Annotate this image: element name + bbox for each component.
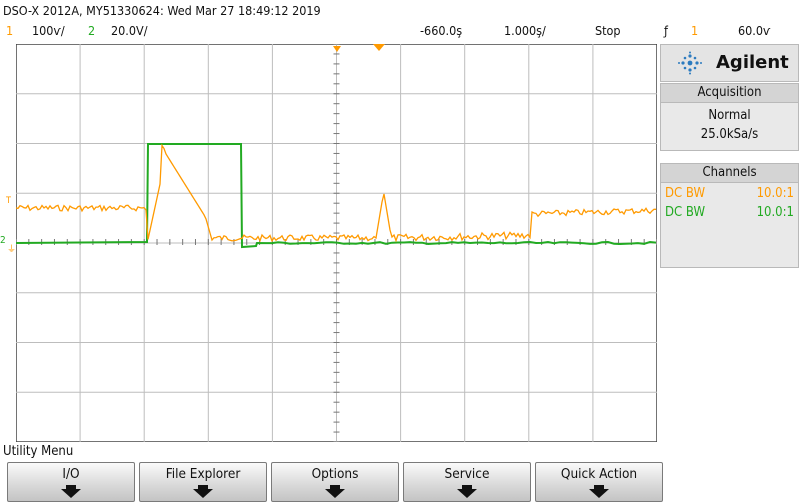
channels-panel[interactable]: Channels DC BW 10.0:1 DC BW 10.0:1 <box>660 163 799 268</box>
softkey-io-label: I/O <box>62 466 80 482</box>
ch1-waveform <box>16 143 656 243</box>
ch2-coupling: DC BW <box>665 205 706 220</box>
channels-title: Channels <box>661 164 798 183</box>
down-arrow-icon <box>198 485 208 490</box>
softkey-file-explorer[interactable]: File Explorer <box>139 462 267 502</box>
softkey-file-explorer-label: File Explorer <box>165 466 241 482</box>
ch2-scale[interactable]: 20.0V/ <box>111 23 148 38</box>
ch1-probe-ratio: 10.0:1 <box>756 186 794 201</box>
waveform-display[interactable] <box>16 44 657 442</box>
down-arrow-icon <box>330 485 340 490</box>
softkey-quick-action[interactable]: Quick Action <box>535 462 663 502</box>
ch2-probe-ratio: 10.0:1 <box>756 205 794 220</box>
trigger-level[interactable]: 60.0ѵ <box>738 23 771 38</box>
window-title: DSO-X 2012A, MY51330624: Wed Mar 27 18:4… <box>3 3 321 18</box>
ground-icon: ⏚ <box>7 245 17 255</box>
softkey-quick-action-label: Quick Action <box>560 466 638 482</box>
ch1-scale[interactable]: 100ѵ/ <box>32 23 65 38</box>
softkey-service-label: Service <box>444 466 490 482</box>
acquisition-panel[interactable]: Acquisition Normal 25.0kSa/s <box>660 83 799 151</box>
sample-rate: 25.0kSa/s <box>700 127 759 142</box>
ch2-number[interactable]: 2 <box>88 23 96 38</box>
acquisition-title: Acquisition <box>661 84 798 103</box>
channel-row-2[interactable]: DC BW 10.0:1 <box>661 203 798 222</box>
agilent-logo-text: Agilent <box>716 52 789 73</box>
softkey-options-label: Options <box>311 466 359 482</box>
time-offset[interactable]: -660.0ş <box>420 23 463 38</box>
ch1-coupling: DC BW <box>665 186 706 201</box>
trigger-channel[interactable]: 1 <box>691 23 699 38</box>
ch1-number[interactable]: 1 <box>6 23 14 38</box>
run-state[interactable]: Stop <box>595 23 621 38</box>
waveform-area[interactable] <box>16 44 657 442</box>
trigger-position-marker <box>333 46 341 52</box>
menu-title: Utility Menu <box>3 444 74 459</box>
trigger-edge-icon: ƒ <box>664 23 668 38</box>
agilent-spark-icon <box>678 51 702 75</box>
time-reference-marker <box>373 44 385 51</box>
down-arrow-icon <box>462 485 472 490</box>
softkey-io[interactable]: I/O <box>7 462 135 502</box>
acquisition-mode: Normal <box>708 108 751 123</box>
down-arrow-icon <box>594 485 604 490</box>
softkey-service[interactable]: Service <box>403 462 531 502</box>
ch1-ground-marker[interactable]: T <box>6 196 11 206</box>
down-arrow-icon <box>66 485 76 490</box>
channel-row-1[interactable]: DC BW 10.0:1 <box>661 184 798 203</box>
ch2-ground-marker[interactable]: 2 <box>0 235 6 246</box>
brand-panel: Agilent <box>660 44 799 82</box>
time-scale[interactable]: 1.000ş/ <box>504 23 546 38</box>
ch2-waveform <box>16 143 657 249</box>
softkey-options[interactable]: Options <box>271 462 399 502</box>
